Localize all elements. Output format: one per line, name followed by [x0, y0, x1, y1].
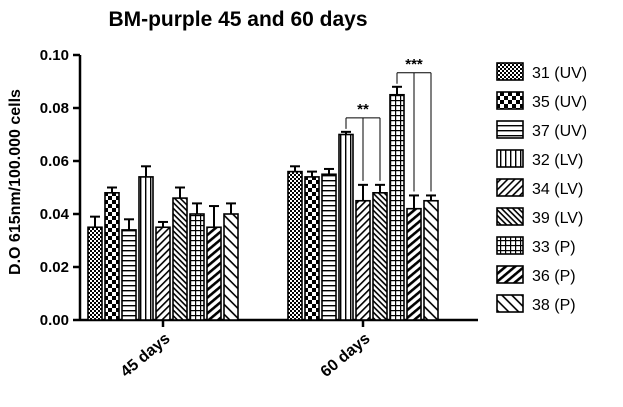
legend-label: 38 (P): [532, 297, 576, 314]
bar: [104, 192, 120, 321]
bars: [87, 85, 439, 321]
legend-label: 35 (UV): [532, 94, 587, 111]
y-tick-label: 0.08: [40, 100, 69, 117]
x-tick-label: 45 days: [118, 330, 174, 381]
bar: [389, 93, 405, 321]
legend-swatch: [496, 62, 524, 81]
legend-swatch: [496, 236, 524, 255]
bar: [372, 192, 388, 321]
legend-swatch: [496, 149, 524, 168]
y-axis: 0.00 0.02 0.04 0.06 0.08 0.10: [40, 47, 82, 329]
bar: [172, 197, 188, 321]
y-tick-label: 0.00: [40, 312, 69, 329]
legend-label: 32 (LV): [532, 152, 583, 169]
chart-title: BM-purple 45 and 60 days: [108, 8, 367, 31]
y-tick-label: 0.02: [40, 259, 69, 276]
bar: [87, 226, 103, 321]
bar: [138, 176, 154, 321]
x-tick-label: 60 days: [318, 330, 374, 381]
legend-label: 37 (UV): [532, 123, 587, 140]
legend-swatch: [496, 120, 524, 139]
significance-label: ***: [405, 56, 423, 73]
bar: [321, 173, 337, 321]
significance-annotations: *****: [345, 56, 432, 192]
legend-swatch: [496, 91, 524, 110]
bar: [338, 133, 354, 321]
legend-label: 34 (LV): [532, 181, 583, 198]
bar: [189, 213, 205, 321]
x-axis: 45 days 60 days: [80, 318, 478, 381]
y-axis-label: D.O 615nm/100.000 cells: [7, 89, 24, 275]
bar: [287, 170, 303, 321]
legend: 31 (UV) 35 (UV) 37 (UV) 32 (LV) 34 (LV) 39 (L…: [496, 62, 587, 314]
legend-swatch: [496, 207, 524, 226]
legend-swatch: [496, 294, 524, 313]
legend-swatch: [496, 265, 524, 284]
legend-swatch: [496, 178, 524, 197]
bar: [223, 213, 239, 321]
y-tick-label: 0.10: [40, 47, 69, 64]
legend-label: 33 (P): [532, 239, 576, 256]
y-tick-label: 0.06: [40, 153, 69, 170]
legend-label: 31 (UV): [532, 65, 587, 82]
legend-label: 36 (P): [532, 268, 576, 285]
bar: [423, 199, 439, 321]
significance-label: **: [357, 101, 369, 118]
y-tick-label: 0.04: [40, 206, 70, 223]
bar: [121, 229, 137, 321]
bar: [206, 226, 222, 321]
bar: [155, 226, 171, 321]
bar: [406, 207, 422, 321]
bar: [304, 176, 320, 321]
legend-label: 39 (LV): [532, 210, 583, 227]
bar: [355, 199, 371, 321]
